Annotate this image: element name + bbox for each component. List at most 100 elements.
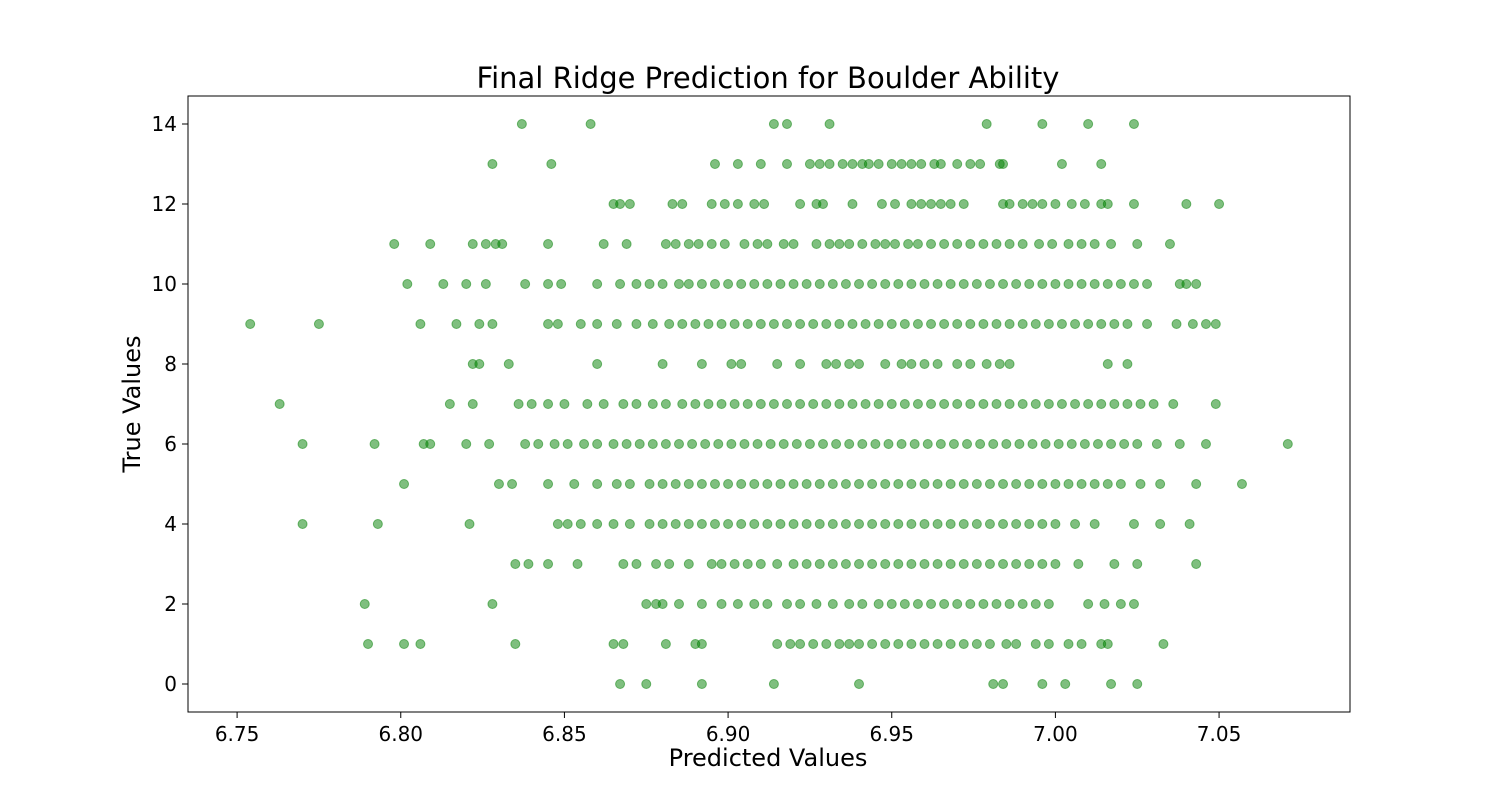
data-point [899,399,910,409]
data-point [660,239,671,249]
data-point [886,159,897,169]
data-point [909,439,920,449]
data-point [245,319,256,329]
data-point [696,639,707,649]
data-point [867,279,878,289]
data-point [719,239,730,249]
data-point [1037,519,1048,529]
data-point [696,279,707,289]
data-point [575,519,586,529]
data-point [493,479,504,489]
data-point [1106,679,1117,689]
data-point [546,159,557,169]
data-point [939,319,950,329]
data-point [592,479,603,489]
data-point [611,319,622,329]
data-point [425,439,436,449]
data-point [906,559,917,569]
data-point [814,519,825,529]
data-point [467,399,478,409]
data-point [801,279,812,289]
y-tick-label: 6 [164,432,177,456]
data-point [814,279,825,289]
data-point [1096,159,1107,169]
data-point [795,599,806,609]
data-point [926,599,937,609]
data-point [703,399,714,409]
data-point [543,319,554,329]
data-point [788,279,799,289]
data-point [952,399,963,409]
data-point [854,479,865,489]
data-point [984,479,995,489]
y-tick-label: 14 [152,112,177,136]
data-point [1191,279,1202,289]
data-point [1128,519,1139,529]
data-point [503,359,514,369]
data-point [788,519,799,529]
data-point [723,519,734,529]
data-point [827,519,838,529]
data-point [484,439,495,449]
data-point [945,479,956,489]
data-point [1132,679,1143,689]
data-point [673,279,684,289]
data-point [543,479,554,489]
data-point [994,359,1005,369]
data-point [755,319,766,329]
data-point [1043,319,1054,329]
data-point [464,519,475,529]
data-point [1083,119,1094,129]
data-point [880,279,891,289]
data-point [857,439,868,449]
data-point [1056,319,1067,329]
data-point [732,159,743,169]
data-point [1050,479,1061,489]
data-point [978,399,989,409]
data-point [935,439,946,449]
data-point [1132,559,1143,569]
data-point [795,319,806,329]
data-point [991,599,1002,609]
data-point [1135,479,1146,489]
data-point [981,119,992,129]
data-point [618,399,629,409]
data-point [772,639,783,649]
data-point [736,359,747,369]
data-point [562,439,573,449]
data-point [1066,439,1077,449]
data-point [641,679,652,689]
data-point [1037,119,1048,129]
data-point [1063,279,1074,289]
data-point [716,559,727,569]
y-tick-label: 4 [164,512,177,536]
data-point [670,519,681,529]
data-point [487,319,498,329]
x-axis: 6.75 6.80 6.85 6.90 6.95 7.00 7.05 [215,712,1241,746]
data-point [729,319,740,329]
data-point [821,359,832,369]
data-point [978,319,989,329]
data-point [844,239,855,249]
data-point [935,199,946,209]
data-point [1040,439,1051,449]
data-point [677,399,688,409]
data-point [867,479,878,489]
data-point [575,319,586,329]
data-point [926,399,937,409]
data-point [624,519,635,529]
data-point [1191,479,1202,489]
data-point [1011,479,1022,489]
data-point [834,319,845,329]
data-point [1034,239,1045,249]
data-point [1004,239,1015,249]
data-point [958,519,969,529]
data-point [687,439,698,449]
data-point [1050,519,1061,529]
data-point [880,239,891,249]
data-point [890,199,901,209]
data-point [834,399,845,409]
data-point [1155,479,1166,489]
data-point [912,599,923,609]
data-point [926,239,937,249]
